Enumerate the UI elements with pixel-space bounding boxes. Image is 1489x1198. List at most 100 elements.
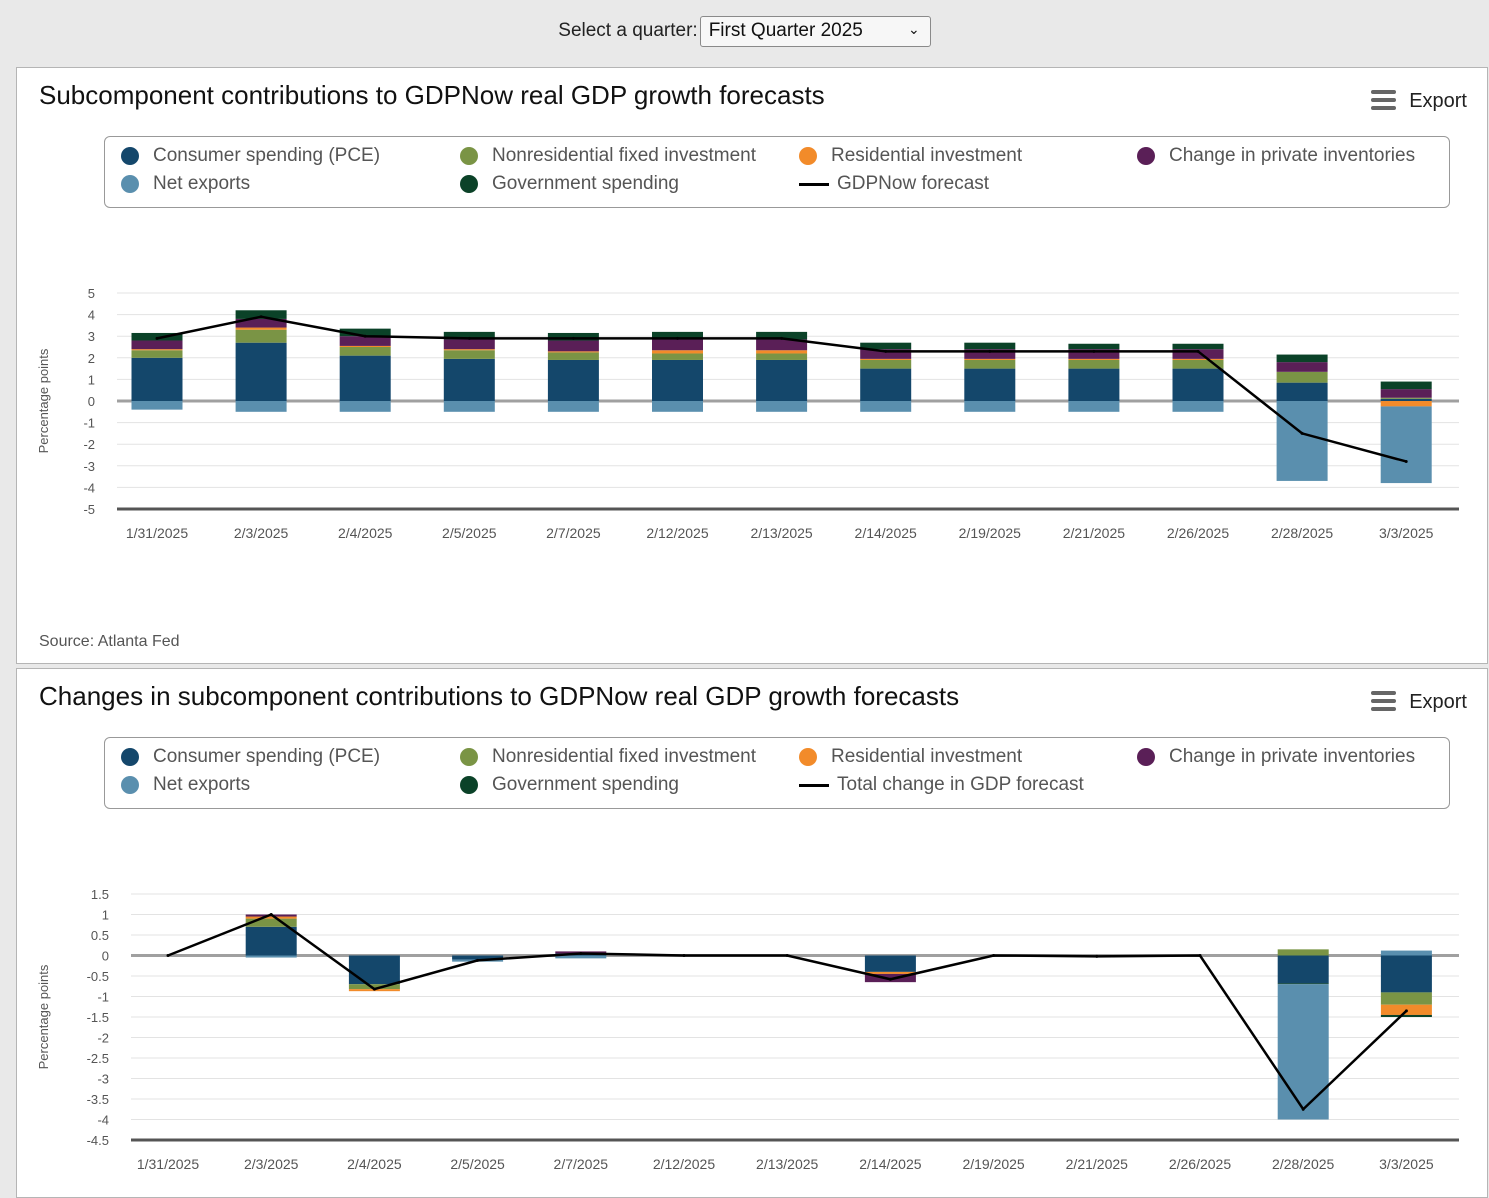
x-tick-label: 2/5/2025 xyxy=(450,1156,505,1172)
bar-segment-netx xyxy=(1277,984,1329,1120)
x-tick-label: 2/12/2025 xyxy=(653,1156,715,1172)
line-point xyxy=(259,315,263,319)
bar-segment-netx xyxy=(443,401,495,412)
legend-item-nonres[interactable]: Nonresidential fixed investment xyxy=(460,746,756,768)
x-tick-label: 3/3/2025 xyxy=(1379,1156,1434,1172)
x-tick-label: 2/12/2025 xyxy=(646,525,708,541)
bar-segment-netx xyxy=(131,401,183,410)
bar-segment-inv xyxy=(860,349,912,359)
legend-item-netx[interactable]: Net exports xyxy=(121,774,250,796)
legend-dot-marker xyxy=(460,776,478,794)
bar-segment-inv xyxy=(1172,349,1224,359)
bar-segment-pce xyxy=(1277,955,1329,984)
bar-segment-netx xyxy=(339,401,391,412)
x-tick-label: 2/26/2025 xyxy=(1167,525,1229,541)
quarter-selector-bar: Select a quarter: First Quarter 2025 ⌄ xyxy=(0,0,1489,66)
legend-item-inv[interactable]: Change in private inventories xyxy=(1137,145,1415,167)
bars xyxy=(131,310,1432,484)
bar-segment-netx xyxy=(1172,401,1224,412)
line-point xyxy=(476,958,480,962)
legend-dot-marker xyxy=(460,175,478,193)
chart-title: Changes in subcomponent contributions to… xyxy=(39,681,960,711)
bars xyxy=(245,914,1432,1120)
legend-item-gov[interactable]: Government spending xyxy=(460,173,679,195)
legend-line-marker xyxy=(799,783,829,787)
legend-label: Residential investment xyxy=(831,746,1023,767)
y-tick-label: -1 xyxy=(97,990,109,1005)
legend-item-pce[interactable]: Consumer spending (PCE) xyxy=(121,145,380,167)
x-tick-label: 2/3/2025 xyxy=(244,1156,299,1172)
bar-segment-nonres xyxy=(756,353,808,360)
line-point xyxy=(363,334,367,338)
export-label: Export xyxy=(1409,90,1467,112)
line-point xyxy=(1301,1107,1305,1111)
y-tick-label: -1 xyxy=(83,416,95,431)
x-tick-label: 2/19/2025 xyxy=(959,525,1021,541)
bar-segment-gov xyxy=(1172,343,1224,350)
x-tick-label: 2/7/2025 xyxy=(554,1156,609,1172)
legend-item-res[interactable]: Residential investment xyxy=(799,145,1022,167)
y-tick-label: -4 xyxy=(83,480,95,495)
legend-dot-marker xyxy=(121,748,139,766)
legend-item-gov[interactable]: Government spending xyxy=(460,774,679,796)
bar-segment-gov xyxy=(1068,343,1120,350)
x-tick-label: 2/28/2025 xyxy=(1271,525,1333,541)
quarter-select[interactable]: First Quarter 2025 ⌄ xyxy=(699,15,931,47)
line-point xyxy=(992,954,996,957)
line-point xyxy=(571,336,575,340)
bar-segment-gov xyxy=(1276,354,1328,363)
line-point xyxy=(785,954,789,957)
bar-segment-nonres xyxy=(443,350,495,359)
bar-segment-gov xyxy=(1380,1014,1432,1017)
x-tick-label: 2/7/2025 xyxy=(546,525,601,541)
line-point xyxy=(1404,459,1408,463)
y-tick-label: 3 xyxy=(88,329,95,344)
legend-item-nonres[interactable]: Nonresidential fixed investment xyxy=(460,145,756,167)
legend-dot-marker xyxy=(121,776,139,794)
bar-segment-nonres xyxy=(1277,949,1329,956)
legend-item-line[interactable]: Total change in GDP forecast xyxy=(799,774,1084,796)
source-note: Source: Atlanta Fed xyxy=(39,633,180,650)
menu-icon xyxy=(1371,89,1397,110)
bar-segment-inv xyxy=(1380,389,1432,398)
bar-segment-res xyxy=(339,345,391,347)
export-button[interactable]: Export xyxy=(1371,89,1467,113)
bar-segment-nonres xyxy=(235,329,287,343)
bar-segment-pce xyxy=(964,368,1016,401)
legend-label: Consumer spending (PCE) xyxy=(153,145,381,166)
bar-segment-inv xyxy=(1068,349,1120,359)
legend-item-netx[interactable]: Net exports xyxy=(121,173,250,195)
bar-segment-nonres xyxy=(547,352,599,360)
legend-item-res[interactable]: Residential investment xyxy=(799,746,1022,768)
bar-segment-nonres xyxy=(348,984,400,990)
y-tick-label: -5 xyxy=(83,502,95,517)
menu-icon xyxy=(1371,690,1397,711)
legend-item-line[interactable]: GDPNow forecast xyxy=(799,173,989,195)
bar-segment-pce xyxy=(864,955,916,972)
bar-segment-inv xyxy=(964,349,1016,359)
export-label: Export xyxy=(1409,691,1467,713)
bar-segment-inv xyxy=(652,339,703,351)
export-button[interactable]: Export xyxy=(1371,690,1467,714)
bar-segment-gov xyxy=(547,332,599,341)
bar-segment-gov xyxy=(756,331,808,340)
bar-segment-pce xyxy=(1172,368,1224,401)
legend-dot-marker xyxy=(121,175,139,193)
legend-dot-marker xyxy=(1137,748,1155,766)
line-points xyxy=(166,913,1408,1111)
bar-segment-res xyxy=(652,350,703,354)
legend-item-pce[interactable]: Consumer spending (PCE) xyxy=(121,746,380,768)
bar-segment-gov xyxy=(964,342,1016,350)
y-tick-label: -2 xyxy=(83,437,95,452)
chevron-down-icon: ⌄ xyxy=(907,20,920,37)
legend-label: Consumer spending (PCE) xyxy=(153,746,381,767)
bar-segment-pce xyxy=(235,342,287,401)
bar-segment-nonres xyxy=(652,353,703,360)
legend-dot-marker xyxy=(799,147,817,165)
bar-segment-gov xyxy=(652,331,703,340)
bar-segment-gov xyxy=(235,310,287,319)
bar-segment-res xyxy=(245,916,297,919)
bar-segment-netx xyxy=(1068,401,1120,412)
legend-item-inv[interactable]: Change in private inventories xyxy=(1137,746,1415,768)
bar-segment-netx xyxy=(756,401,808,412)
